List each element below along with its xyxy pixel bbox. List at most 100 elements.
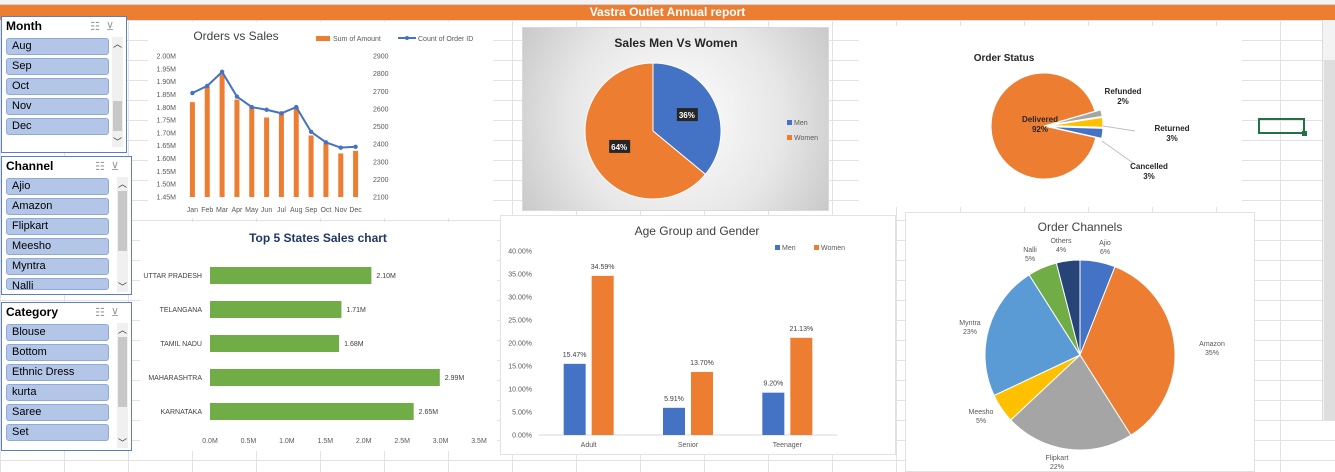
sales-men-women-svg: Sales Men Vs Women 36% 64% Men Women: [584, 36, 818, 200]
slicer-scrollbar[interactable]: ︿ ﹀: [112, 37, 123, 147]
month-slicer[interactable]: Month ☷⊻ Aug Sep Oct Nov Dec ︿ ﹀: [1, 16, 127, 153]
slice-label: Returned: [1154, 124, 1189, 133]
slicer-item-bottom[interactable]: Bottom: [6, 344, 109, 361]
slice-value: 3%: [1143, 172, 1155, 181]
amount-bar: [204, 86, 210, 197]
slicer-item-saree[interactable]: Saree: [6, 404, 109, 421]
y-tick-label-left: 1.50M: [157, 182, 177, 189]
slice-label: Cancelled: [1130, 162, 1168, 171]
scroll-down-icon[interactable]: ﹀: [117, 438, 127, 448]
y-tick-label-left: 2.00M: [157, 54, 177, 61]
age-bar: [563, 363, 586, 435]
age-group-gender-chart[interactable]: Age Group and Gender Men Women 0.00% 5.00…: [500, 215, 896, 455]
slice-value: 92%: [1032, 125, 1048, 134]
scroll-thumb[interactable]: [118, 337, 127, 407]
slicer-item-nalli[interactable]: Nalli: [6, 278, 109, 290]
slice-value: 2%: [1117, 97, 1129, 106]
slicer-item-ajio[interactable]: Ajio: [6, 178, 109, 195]
slicer-item-blouse[interactable]: Blouse: [6, 324, 109, 341]
slicer-scrollbar[interactable]: ︿ ﹀: [117, 323, 128, 448]
data-label-box: [676, 108, 698, 122]
category-label: MAHARASHTRA: [148, 375, 202, 382]
amount-bar: [323, 143, 329, 197]
slicer-item-ethnic-dress[interactable]: Ethnic Dress: [6, 364, 109, 381]
scroll-down-icon[interactable]: ﹀: [112, 137, 122, 147]
order-channels-chart[interactable]: Order Channels Ajio 6% Amazon 35% Flipkart 22…: [905, 212, 1255, 472]
data-label: 13.70%: [690, 360, 714, 367]
channel-slicer[interactable]: Channel ☷⊻ Ajio Amazon Flipkart Meesho M…: [1, 156, 132, 295]
pie-slice: [990, 72, 1097, 180]
slicer-item-myntra[interactable]: Myntra: [6, 258, 109, 275]
x-tick-label: 1.5M: [318, 438, 334, 445]
slice-value: 5%: [1025, 256, 1035, 263]
multi-select-icon[interactable]: ☷: [90, 21, 106, 33]
slicer-item-amazon[interactable]: Amazon: [6, 198, 109, 215]
slice-value: 6%: [1100, 249, 1110, 256]
slicer-item-sep[interactable]: Sep: [6, 58, 109, 75]
y-tick-label: 10.00%: [508, 387, 532, 394]
category-slicer[interactable]: Category ☷⊻ Blouse Bottom Ethnic Dress k…: [1, 302, 132, 451]
orders-vs-sales-chart[interactable]: Orders vs Sales Sum of Amount Count of O…: [148, 22, 493, 218]
fill-handle[interactable]: [1302, 131, 1307, 136]
slicer-item-dec[interactable]: Dec: [6, 118, 109, 135]
multi-select-icon[interactable]: ☷: [95, 307, 111, 319]
slice-label: Delivered: [1022, 115, 1058, 124]
scroll-thumb[interactable]: [118, 191, 127, 251]
data-label-box: [609, 139, 631, 153]
order-count-point: [219, 69, 225, 75]
legend-amount-swatch: [316, 36, 330, 41]
slicer-item-meesho[interactable]: Meesho: [6, 238, 109, 255]
slicer-item-aug[interactable]: Aug: [6, 38, 109, 55]
data-label: 2.10M: [376, 273, 396, 280]
selected-cell-outline[interactable]: [1258, 118, 1305, 134]
legend-amount-label: Sum of Amount: [333, 36, 381, 43]
y-tick-label-left: 1.80M: [157, 105, 177, 112]
sheet-vertical-scrollbar[interactable]: [1322, 20, 1335, 420]
slice-value: 4%: [1056, 247, 1066, 254]
top5-states-chart[interactable]: Top 5 States Sales chart UTTAR PRADESH 2.…: [140, 222, 497, 451]
scroll-thumb[interactable]: [1324, 60, 1335, 420]
pie-slice: [1049, 109, 1103, 126]
amount-bar: [264, 117, 270, 197]
slicer-item-set[interactable]: Set: [6, 424, 109, 441]
y-tick-label-left: 1.90M: [157, 79, 177, 86]
x-tick-label: 3.0M: [433, 438, 449, 445]
chart-title: Top 5 States Sales chart: [249, 231, 387, 245]
x-tick-label: Feb: [201, 207, 213, 214]
x-tick-label: May: [245, 207, 259, 214]
sales-men-women-chart[interactable]: Sales Men Vs Women 36% 64% Men Women: [522, 27, 829, 211]
scroll-up-icon[interactable]: ︿: [117, 179, 127, 189]
data-label: 1.68M: [344, 341, 364, 348]
clear-filter-icon[interactable]: ⊻: [105, 21, 120, 33]
legend-label: Men: [794, 120, 808, 127]
scroll-up-icon[interactable]: ︿: [112, 39, 122, 49]
age-bar: [663, 407, 685, 435]
order-status-chart[interactable]: Order Status Delivered 92% Refunded 2% Retur…: [859, 26, 1242, 207]
scroll-thumb[interactable]: [113, 101, 122, 131]
multi-select-icon[interactable]: ☷: [95, 161, 111, 173]
x-tick-label: Mar: [216, 207, 229, 214]
data-label: 64%: [611, 143, 627, 152]
slicer-item-oct[interactable]: Oct: [6, 78, 109, 95]
slice-label: Ajio: [1099, 240, 1111, 247]
order-count-point: [353, 144, 358, 149]
clear-filter-icon[interactable]: ⊻: [110, 161, 125, 173]
slicer-item-kurta[interactable]: kurta: [6, 384, 109, 401]
order-count-point: [234, 94, 240, 99]
leader-line: [1101, 140, 1134, 164]
data-label: 1.71M: [346, 307, 366, 314]
scroll-up-icon[interactable]: ︿: [117, 325, 127, 335]
slicer-title: Month: [6, 19, 42, 33]
slicer-scrollbar[interactable]: ︿ ﹀: [117, 177, 128, 292]
amount-bar: [308, 135, 314, 197]
data-label: 36%: [679, 111, 695, 120]
slicer-item-nov[interactable]: Nov: [6, 98, 109, 115]
column-header-strip: [0, 0, 1335, 5]
slice-label: Refunded: [1105, 87, 1142, 96]
scroll-down-icon[interactable]: ﹀: [117, 282, 127, 292]
top5-states-svg: Top 5 States Sales chart UTTAR PRADESH 2.…: [143, 231, 487, 445]
clear-filter-icon[interactable]: ⊻: [110, 307, 125, 319]
chart-title: Sales Men Vs Women: [614, 36, 737, 50]
category-label: KARNATAKA: [161, 409, 203, 416]
slicer-item-flipkart[interactable]: Flipkart: [6, 218, 109, 235]
